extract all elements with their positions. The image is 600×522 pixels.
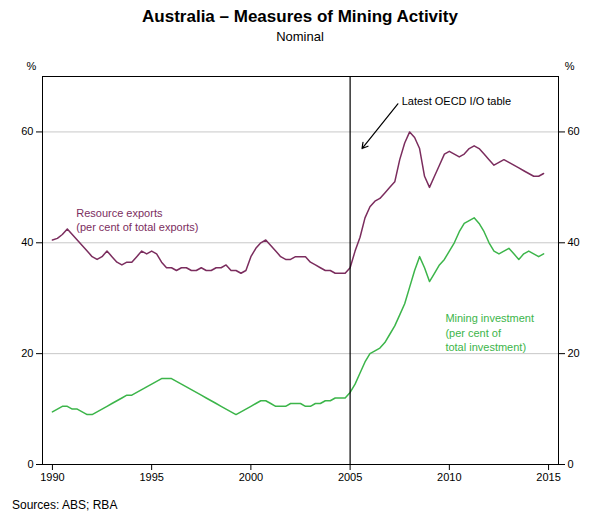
- html-text:Nominal: Nominal: [276, 29, 324, 44]
- svg-text:2010: 2010: [437, 471, 461, 483]
- svg-text:1995: 1995: [139, 471, 163, 483]
- svg-text:40: 40: [21, 236, 33, 248]
- html-text:Australia – Measures of Mining: Australia – Measures of Mining Activity: [142, 7, 458, 26]
- svg-text:%: %: [565, 60, 575, 72]
- svg-text:20: 20: [21, 347, 33, 359]
- svg-text:%: %: [27, 60, 37, 72]
- svg-text:Resource exports(per cent of t: Resource exports(per cent of total expor…: [76, 207, 198, 233]
- html-text:Sources: ABS; RBA: Sources: ABS; RBA: [12, 498, 118, 512]
- svg-text:1990: 1990: [40, 471, 64, 483]
- svg-text:2000: 2000: [239, 471, 263, 483]
- svg-text:0: 0: [27, 458, 33, 470]
- svg-text:2005: 2005: [338, 471, 362, 483]
- svg-text:60: 60: [568, 125, 580, 137]
- svg-text:60: 60: [21, 125, 33, 137]
- svg-text:0: 0: [568, 458, 574, 470]
- svg-text:Latest OECD I/O table: Latest OECD I/O table: [402, 95, 511, 107]
- svg-text:20: 20: [568, 347, 580, 359]
- svg-text:2015: 2015: [536, 471, 560, 483]
- svg-text:40: 40: [568, 236, 580, 248]
- svg-text:Mining investment(per cent oft: Mining investment(per cent oftotal inves…: [445, 312, 534, 353]
